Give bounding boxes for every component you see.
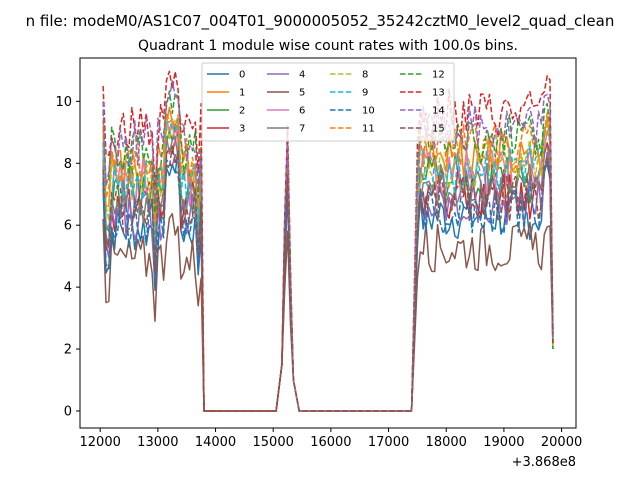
y-tick-label: 6 xyxy=(64,219,72,234)
y-tick-label: 10 xyxy=(55,95,72,110)
x-tick-label: 15000 xyxy=(253,435,294,450)
x-tick-label: 13000 xyxy=(137,435,178,450)
series-line-5 xyxy=(102,212,554,412)
y-tick-label: 0 xyxy=(64,404,72,419)
legend-label-0: 0 xyxy=(239,70,245,81)
legend-label-3: 3 xyxy=(239,124,245,135)
legend-label-5: 5 xyxy=(299,88,305,99)
x-tick-label: 14000 xyxy=(195,435,236,450)
figure-suptitle: n file: modeM0/AS1C07_004T01_9000005052_… xyxy=(26,12,615,31)
legend-label-1: 1 xyxy=(239,88,245,99)
legend-label-6: 6 xyxy=(299,106,305,117)
x-tick-label: 12000 xyxy=(80,435,121,450)
legend-label-4: 4 xyxy=(299,70,305,81)
series-line-8 xyxy=(102,116,554,412)
series-line-7 xyxy=(102,135,554,412)
y-axis-ticks: 0 2 4 6 8 10 xyxy=(55,95,80,419)
series-line-2 xyxy=(102,123,554,412)
plot-frame xyxy=(79,57,577,429)
legend-box xyxy=(201,62,455,142)
legend-label-13: 13 xyxy=(432,88,445,99)
x-axis-ticks: 12000 13000 14000 15000 16000 17000 18000 19000… xyxy=(80,428,582,450)
x-tick-label: 20000 xyxy=(541,435,582,450)
x-tick-label: 17000 xyxy=(368,435,409,450)
chart-title: Quadrant 1 module wise count rates with … xyxy=(138,38,518,54)
x-axis-offset-label: +3.868e8 xyxy=(512,455,576,470)
legend-label-2: 2 xyxy=(239,106,245,117)
legend-label-12: 12 xyxy=(432,70,445,81)
x-tick-label: 16000 xyxy=(310,435,351,450)
legend-label-14: 14 xyxy=(432,106,445,117)
y-tick-label: 4 xyxy=(64,281,72,296)
y-tick-label: 2 xyxy=(64,343,72,358)
legend-label-7: 7 xyxy=(299,124,305,135)
x-tick-label: 19000 xyxy=(483,435,524,450)
y-tick-label: 8 xyxy=(64,157,72,172)
series-line-6 xyxy=(102,118,554,412)
series-line-0 xyxy=(102,151,554,412)
legend-label-15: 15 xyxy=(432,124,445,135)
series-line-15 xyxy=(102,145,554,412)
legend-label-10: 10 xyxy=(362,106,375,117)
legend-label-9: 9 xyxy=(362,88,368,99)
legend-label-11: 11 xyxy=(362,124,375,135)
legend-label-8: 8 xyxy=(362,70,368,81)
series-line-11 xyxy=(102,111,554,412)
x-tick-label: 18000 xyxy=(426,435,467,450)
